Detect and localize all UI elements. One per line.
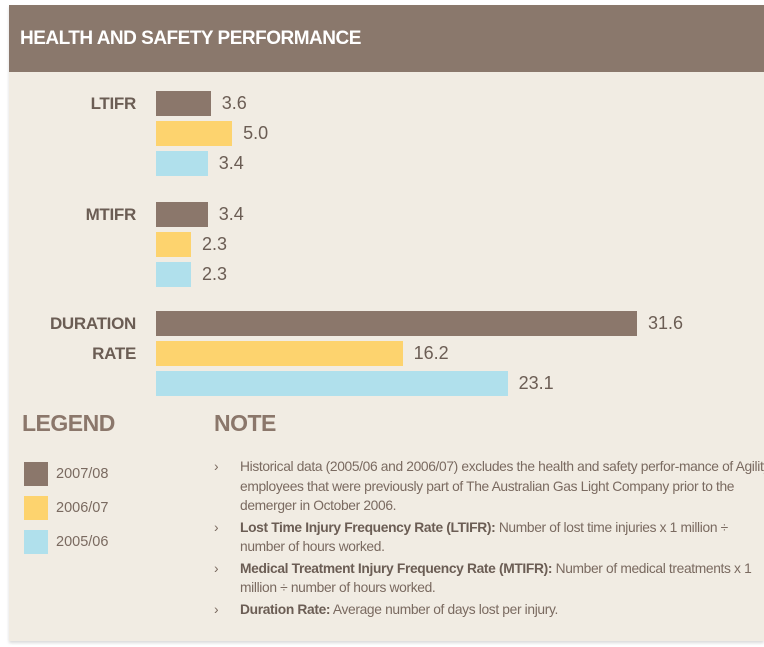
bar <box>156 371 508 396</box>
bar <box>156 262 191 287</box>
value-label: 2.3 <box>202 234 228 254</box>
bar <box>156 232 191 257</box>
value-label: 23.1 <box>518 373 554 393</box>
bar <box>156 311 637 336</box>
legend-label: 2006/07 <box>56 500 109 516</box>
bar <box>156 202 208 227</box>
bar <box>156 151 208 176</box>
category-label: MTIFR <box>85 205 137 224</box>
note-item: Duration Rate: Average number of days lo… <box>214 600 764 620</box>
category-label: DURATION RATE <box>49 314 136 363</box>
value-label: 3.6 <box>221 93 247 113</box>
bar <box>156 121 233 146</box>
note-term: Duration Rate: <box>240 601 331 617</box>
note-item: Medical Treatment Injury Frequency Rate … <box>214 559 764 598</box>
panel: HEALTH AND SAFETY PERFORMANCE LEGEND NOT… <box>9 5 764 641</box>
note-text: Number of lost time injuries x 1 million… <box>240 519 728 555</box>
value-label: 16.2 <box>413 343 449 363</box>
note-item: Historical data (2005/06 and 2006/07) ex… <box>214 457 764 516</box>
note-item: Lost Time Injury Frequency Rate (LTIFR):… <box>214 518 764 557</box>
note-text: Number of medical treatments x 1 million… <box>240 560 752 596</box>
notes: Historical data (2005/06 and 2006/07) ex… <box>214 457 764 619</box>
legend-swatch <box>24 496 48 520</box>
note-title: NOTE <box>214 410 276 436</box>
note-text: Historical data (2005/06 and 2006/07) ex… <box>240 459 764 513</box>
value-label: 3.4 <box>218 204 244 224</box>
legend-swatch <box>24 462 48 486</box>
legend-swatch <box>24 530 48 554</box>
note-term: Lost Time Injury Frequency Rate (LTIFR): <box>240 519 496 535</box>
note-term: Medical Treatment Injury Frequency Rate … <box>240 560 553 576</box>
value-label: 31.6 <box>648 313 684 333</box>
category-label: LTIFR <box>90 94 137 113</box>
value-label: 5.0 <box>243 123 269 143</box>
bar <box>156 91 211 116</box>
header: HEALTH AND SAFETY PERFORMANCE <box>9 5 764 72</box>
chart-title: HEALTH AND SAFETY PERFORMANCE <box>20 28 361 49</box>
value-label: 3.4 <box>218 153 244 173</box>
legend-title: LEGEND <box>22 410 115 436</box>
note-text: Average number of days lost per injury. <box>332 601 558 617</box>
legend-label: 2007/08 <box>56 466 109 482</box>
value-label: 2.3 <box>202 264 228 284</box>
bar <box>156 341 403 366</box>
legend-label: 2005/06 <box>56 534 109 550</box>
